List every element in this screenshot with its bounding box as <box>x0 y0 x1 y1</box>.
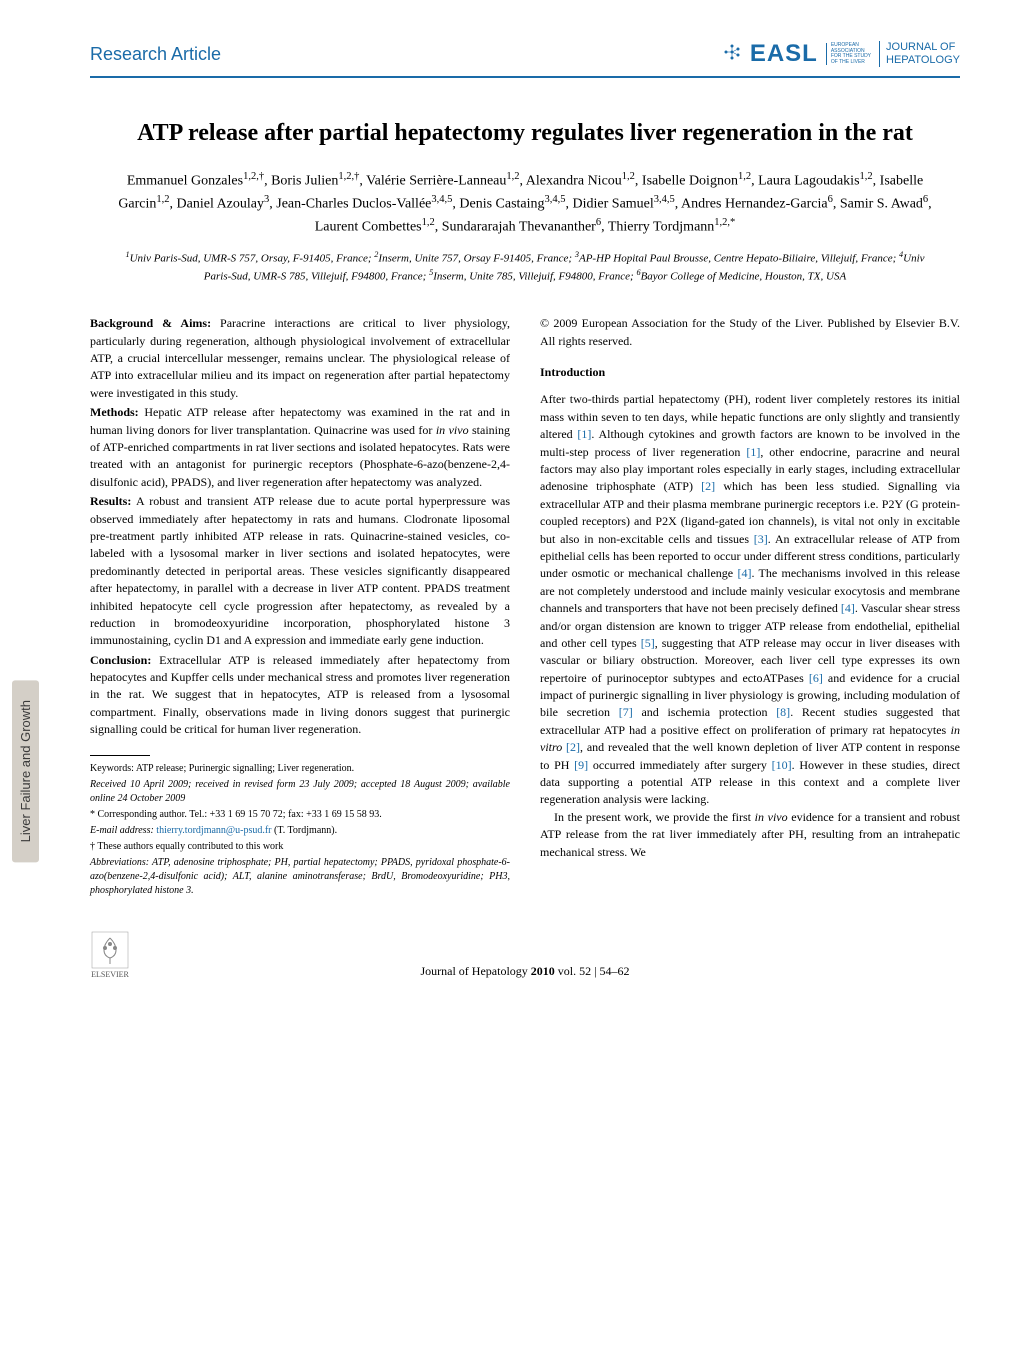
intro-heading: Introduction <box>540 364 960 381</box>
received-dates: Received 10 April 2009; received in revi… <box>90 778 510 806</box>
methods-text: Hepatic ATP release after hepatectomy wa… <box>90 405 510 489</box>
footer: ELSEVIER Journal of Hepatology 2010 vol.… <box>90 930 960 979</box>
elsevier-logo: ELSEVIER <box>90 930 130 979</box>
easl-text: EASL <box>750 40 818 68</box>
journal-brand: EASL EUROPEAN ASSOCIATION FOR THE STUDY … <box>722 40 960 68</box>
equal-contribution: † These authors equally contributed to t… <box>90 840 510 854</box>
right-column: © 2009 European Association for the Stud… <box>540 315 960 899</box>
email-name: (T. Tordjmann). <box>272 825 338 836</box>
abbreviations: Abbreviations: ATP, adenosine triphospha… <box>90 856 510 898</box>
affiliations: 1Univ Paris-Sud, UMR-S 757, Orsay, F-914… <box>90 249 960 285</box>
body-columns: Background & Aims: Paracrine interaction… <box>90 315 960 899</box>
header-rule <box>90 76 960 78</box>
header-row: Research Article EASL EUROPEAN ASSOCIATI… <box>90 40 960 68</box>
footnote-rule <box>90 755 150 756</box>
corresponding-author: * Corresponding author. Tel.: +33 1 69 1… <box>90 808 510 822</box>
background-label: Background & Aims: <box>90 316 211 330</box>
article-type: Research Article <box>90 44 221 65</box>
easl-subtitle: EUROPEAN ASSOCIATION FOR THE STUDY OF TH… <box>826 43 871 65</box>
article-title: ATP release after partial hepatectomy re… <box>90 118 960 149</box>
easl-dots-icon <box>722 42 742 67</box>
conclusion-text: Extracellular ATP is released immediatel… <box>90 653 510 737</box>
page: Research Article EASL EUROPEAN ASSOCIATI… <box>0 0 1020 1009</box>
results-text: A robust and transient ATP release due t… <box>90 494 510 647</box>
results-label: Results: <box>90 494 131 508</box>
abstract-methods: Methods: Hepatic ATP release after hepat… <box>90 404 510 491</box>
elsevier-text: ELSEVIER <box>91 970 129 979</box>
email-label: E-mail address: <box>90 825 154 836</box>
copyright: © 2009 European Association for the Stud… <box>540 315 960 350</box>
footnotes: Keywords: ATP release; Purinergic signal… <box>90 762 510 898</box>
journal-name: JOURNAL OF HEPATOLOGY <box>879 41 960 67</box>
intro-paragraph-2: In the present work, we provide the firs… <box>540 809 960 861</box>
citation: Journal of Hepatology 2010 vol. 52 | 54–… <box>130 964 920 979</box>
elsevier-tree-icon <box>90 930 130 970</box>
keywords: Keywords: ATP release; Purinergic signal… <box>90 762 510 776</box>
abstract-background: Background & Aims: Paracrine interaction… <box>90 315 510 402</box>
conclusion-label: Conclusion: <box>90 653 151 667</box>
methods-label: Methods: <box>90 405 139 419</box>
abstract-conclusion: Conclusion: Extracellular ATP is release… <box>90 652 510 739</box>
left-column: Background & Aims: Paracrine interaction… <box>90 315 510 899</box>
email-line: E-mail address: thierry.tordjmann@u-psud… <box>90 824 510 838</box>
abstract-results: Results: A robust and transient ATP rele… <box>90 493 510 650</box>
intro-paragraph-1: After two-thirds partial hepatectomy (PH… <box>540 391 960 808</box>
authors: Emmanuel Gonzales1,2,†, Boris Julien1,2,… <box>90 169 960 237</box>
email-link[interactable]: thierry.tordjmann@u-psud.fr <box>156 825 271 836</box>
